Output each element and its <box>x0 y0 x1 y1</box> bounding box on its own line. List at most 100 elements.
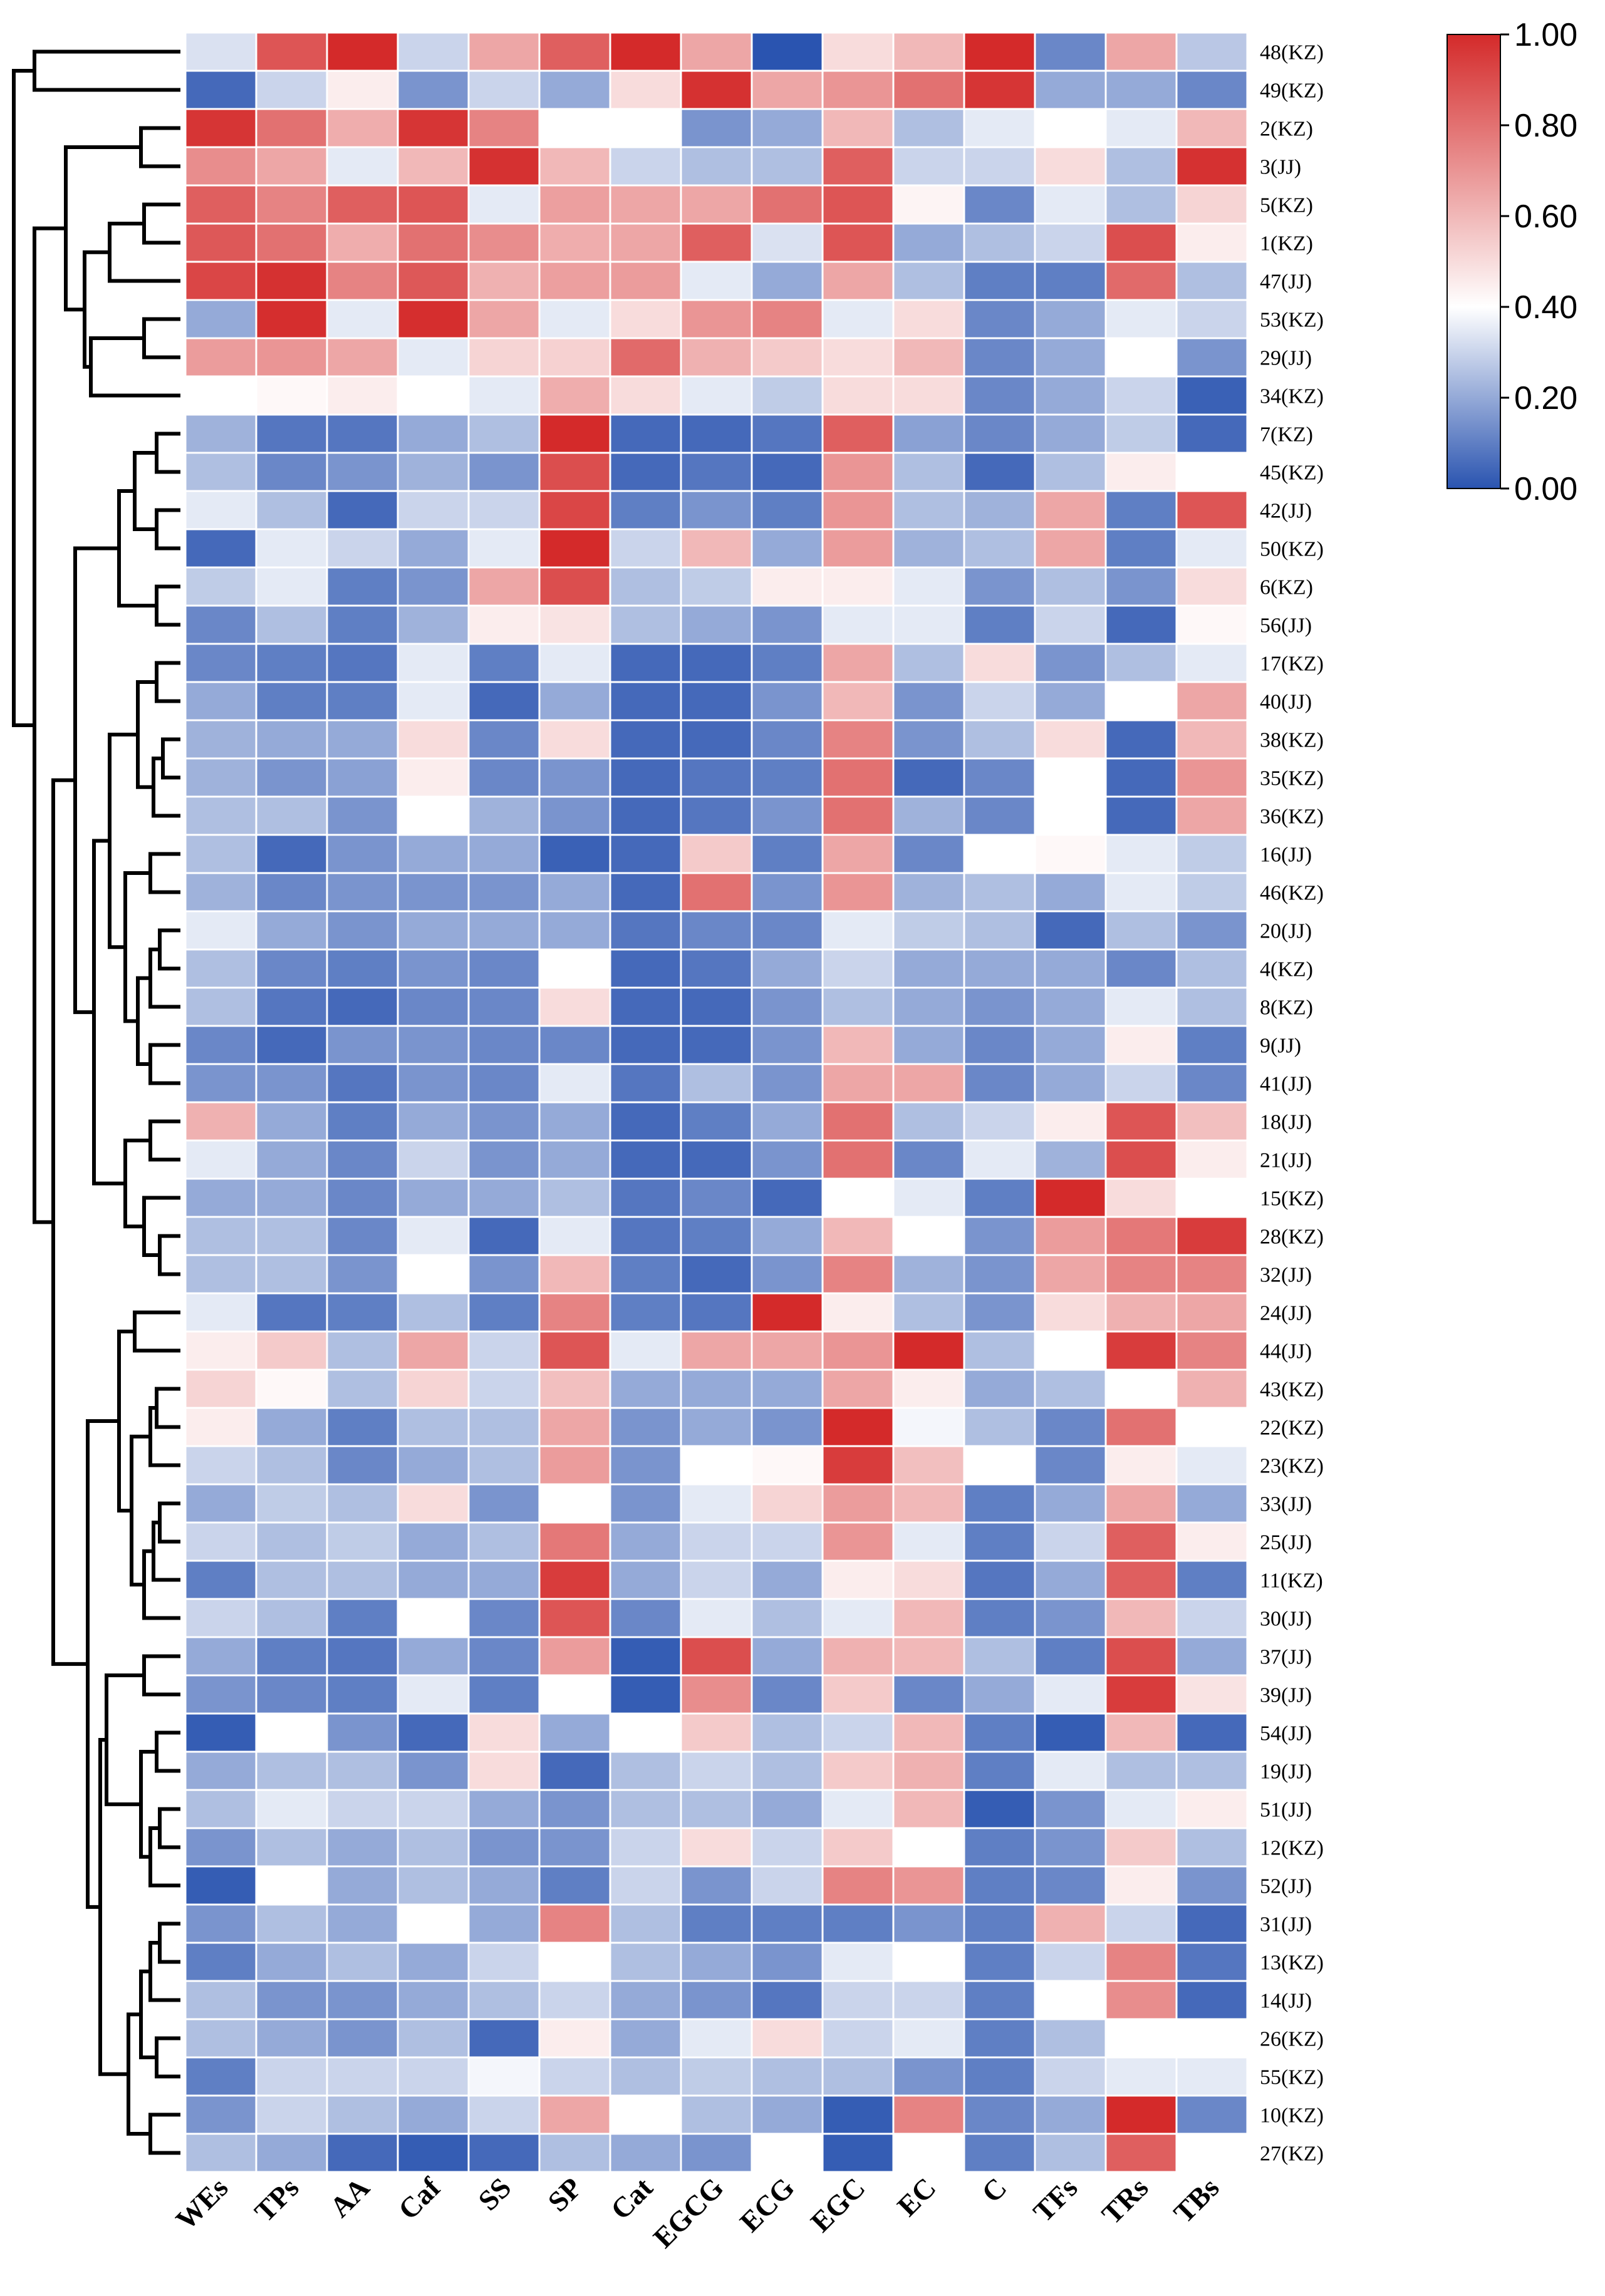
row-label: 35(KZ) <box>1260 767 1324 790</box>
heatmap-cell <box>963 146 1036 187</box>
heatmap-cell <box>326 910 399 951</box>
heatmap-cell <box>1104 1063 1178 1104</box>
heatmap-cell <box>963 1292 1036 1333</box>
heatmap-cell <box>1034 1712 1107 1753</box>
heatmap-cell <box>538 2056 611 2097</box>
heatmap-cell <box>1104 2094 1178 2135</box>
heatmap-cell <box>1175 986 1249 1027</box>
heatmap-cell <box>326 643 399 683</box>
heatmap-cell <box>397 719 470 760</box>
heatmap-cell <box>821 566 895 607</box>
heatmap-cell <box>751 566 824 607</box>
heatmap-cell <box>184 1445 257 1486</box>
heatmap-cell <box>255 2056 328 2097</box>
heatmap-cell <box>184 643 257 683</box>
heatmap-cell <box>326 222 399 263</box>
heatmap-cell <box>821 986 895 1027</box>
dendrogram-branch <box>158 1921 180 1964</box>
row-label: 34(KZ) <box>1260 385 1324 408</box>
heatmap-cell <box>892 2133 965 2173</box>
heatmap-cell <box>821 375 895 416</box>
heatmap-cell <box>184 490 257 530</box>
heatmap-cell <box>326 2094 399 2135</box>
heatmap-cell <box>255 1559 328 1600</box>
heatmap-cell <box>1104 1101 1178 1142</box>
heatmap-cell <box>821 2133 895 2173</box>
heatmap-cell <box>184 1407 257 1447</box>
heatmap-cell <box>184 337 257 378</box>
heatmap-cell <box>397 757 470 798</box>
heatmap-cell <box>184 299 257 339</box>
heatmap-cell <box>1034 2094 1107 2135</box>
heatmap-cell <box>1034 566 1107 607</box>
heatmap-cell <box>680 1674 753 1715</box>
row-label: 45(KZ) <box>1260 462 1324 485</box>
heatmap-cell <box>467 261 541 301</box>
heatmap-cell <box>892 1942 965 1982</box>
heatmap-cell <box>326 948 399 989</box>
heatmap-cell <box>892 719 965 760</box>
row-label: 8(KZ) <box>1260 996 1313 1020</box>
heatmap-cell <box>467 719 541 760</box>
heatmap-cell <box>1034 1865 1107 1906</box>
heatmap-cell <box>751 1865 824 1906</box>
heatmap-cell <box>397 1330 470 1371</box>
column-label: C <box>975 2171 1013 2209</box>
heatmap-cell <box>680 757 753 798</box>
heatmap-cell <box>1175 1636 1249 1677</box>
heatmap-cell <box>397 490 470 530</box>
heatmap-cell <box>892 1636 965 1677</box>
heatmap-cell <box>1104 222 1178 263</box>
heatmap-cell <box>326 1942 399 1982</box>
heatmap-cell <box>538 1445 611 1486</box>
heatmap-cell <box>609 1216 682 1256</box>
dendrogram-branch <box>86 1419 119 1909</box>
heatmap-cell <box>680 2018 753 2059</box>
colorbar-tick-label: 0.20 <box>1514 380 1577 416</box>
dendrogram-branch <box>148 948 180 1009</box>
heatmap-cell <box>397 604 470 645</box>
heatmap-cell <box>184 1789 257 1829</box>
heatmap-cell <box>751 70 824 110</box>
heatmap-cell <box>892 986 965 1027</box>
heatmap-cell <box>467 1942 541 1982</box>
dendrogram-branch <box>148 2112 180 2155</box>
heatmap-cell <box>963 795 1036 836</box>
heatmap-cell <box>1104 490 1178 530</box>
heatmap-cell <box>326 261 399 301</box>
heatmap-cell <box>255 1789 328 1829</box>
column-label: Caf <box>392 2171 447 2226</box>
heatmap-cell <box>397 1674 470 1715</box>
heatmap-cell <box>963 1827 1036 1868</box>
heatmap-cell <box>680 1827 753 1868</box>
heatmap-cell <box>609 222 682 263</box>
heatmap-cell <box>680 184 753 225</box>
heatmap-cell <box>680 1139 753 1180</box>
heatmap-cell <box>892 1254 965 1295</box>
column-label: EGCG <box>647 2171 730 2254</box>
heatmap-cell <box>255 452 328 492</box>
heatmap-cell <box>1034 1216 1107 1256</box>
heatmap-cell <box>821 1789 895 1829</box>
heatmap-cell <box>538 2094 611 2135</box>
row-label: 22(KZ) <box>1260 1417 1324 1440</box>
dendrogram-branch <box>158 928 180 971</box>
heatmap-cell <box>609 1483 682 1524</box>
row-label: 4(KZ) <box>1260 958 1313 981</box>
heatmap-cell <box>326 1903 399 1944</box>
heatmap-cell <box>467 757 541 798</box>
heatmap-cell <box>467 1292 541 1333</box>
heatmap-cell <box>538 834 611 874</box>
heatmap-cell <box>467 834 541 874</box>
heatmap-cell <box>751 299 824 339</box>
heatmap-cell <box>538 604 611 645</box>
heatmap-cell <box>821 70 895 110</box>
heatmap-cell <box>963 1903 1036 1944</box>
heatmap-cell <box>255 1750 328 1791</box>
heatmap-cell <box>963 1483 1036 1524</box>
dendrogram-branch <box>155 1387 180 1429</box>
heatmap-cell <box>397 1025 470 1065</box>
heatmap-cell <box>255 375 328 416</box>
heatmap-cell <box>963 681 1036 721</box>
heatmap-cell <box>609 872 682 913</box>
